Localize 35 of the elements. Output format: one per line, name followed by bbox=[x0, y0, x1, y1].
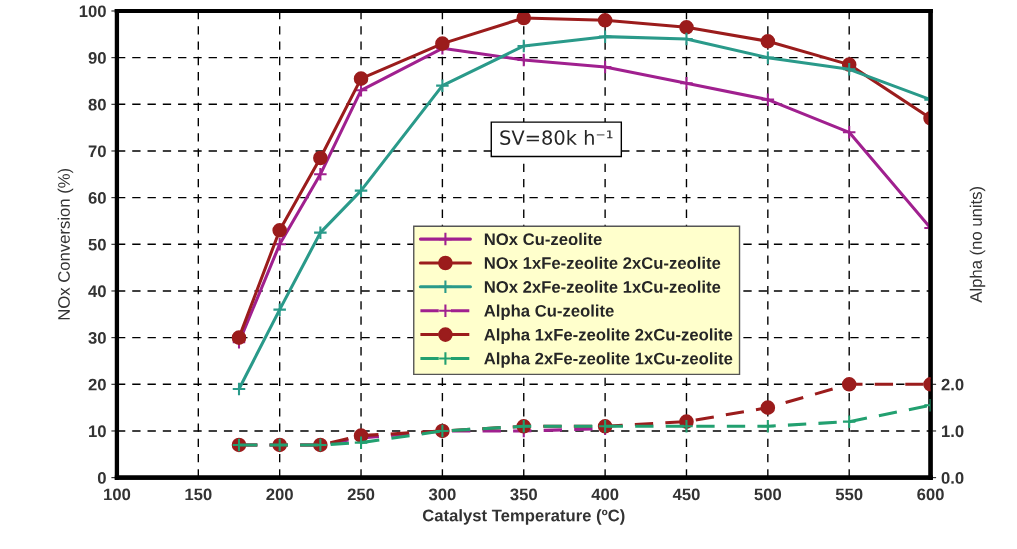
x-tick-label: 600 bbox=[917, 488, 944, 501]
y-tick-label: 30 bbox=[88, 332, 106, 344]
y2-tick-label: 2.0 bbox=[941, 378, 964, 391]
y-tick-label: 70 bbox=[88, 145, 106, 158]
y-tick-label: 100 bbox=[79, 5, 106, 18]
y-tick-label: 10 bbox=[89, 425, 106, 438]
legend-label: NOx 2xFe-zeolite 1xCu-zeolite bbox=[484, 280, 721, 293]
y-tick-label: 80 bbox=[88, 98, 106, 111]
legend-label: Alpha Cu-zeolite bbox=[484, 304, 614, 321]
x-tick-label: 100 bbox=[104, 488, 131, 501]
y-tick-label: 40 bbox=[88, 285, 106, 298]
annotation: SV=80k h⁻¹ bbox=[500, 129, 613, 145]
legend-label: Alpha 2xFe-zeolite 1xCu-zeolite bbox=[484, 352, 733, 368]
y-axis-title: NOx Conversion (%) bbox=[57, 168, 74, 320]
x-tick-label: 350 bbox=[510, 488, 537, 501]
y-tick-label: 20 bbox=[88, 378, 106, 391]
legend-label: NOx Cu-zeolite bbox=[484, 232, 602, 246]
y2-tick-label: 1.0 bbox=[942, 425, 964, 438]
x-tick-label: 200 bbox=[266, 488, 293, 501]
y-tick-label: 0 bbox=[97, 472, 106, 484]
x-tick-label: 250 bbox=[347, 488, 375, 501]
y2-axis-title: Alpha (no units) bbox=[969, 186, 986, 303]
x-tick-label: 300 bbox=[428, 488, 456, 501]
x-tick-label: 550 bbox=[835, 488, 863, 501]
x-tick-label: 400 bbox=[591, 488, 619, 501]
y2-tick-label: 0.0 bbox=[941, 472, 964, 484]
legend-label: Alpha 1xFe-zeolite 2xCu-zeolite bbox=[484, 328, 733, 344]
x-tick-label: 500 bbox=[754, 488, 782, 501]
legend-label: NOx 1xFe-zeolite 2xCu-zeolite bbox=[484, 256, 721, 269]
y-tick-label: 60 bbox=[88, 192, 106, 204]
y-tick-label: 50 bbox=[88, 238, 106, 251]
x-axis-title: Catalyst Temperature (ºC) bbox=[422, 509, 625, 525]
y-tick-label: 90 bbox=[88, 52, 106, 64]
x-tick-label: 450 bbox=[672, 488, 700, 501]
x-tick-label: 150 bbox=[185, 488, 212, 501]
